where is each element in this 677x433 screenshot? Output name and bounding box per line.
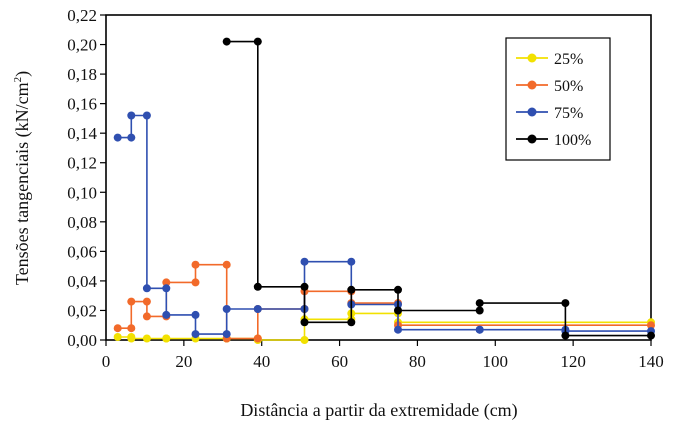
y-tick-label: 0,06: [67, 242, 97, 261]
x-tick-label: 20: [175, 352, 192, 371]
data-point: [191, 310, 200, 319]
y-tick-label: 0,12: [67, 154, 97, 173]
data-point: [253, 305, 262, 313]
series-75pct: [113, 111, 655, 339]
x-axis-title: Distância a partir da extremidade (cm): [240, 400, 517, 421]
x-tick-label: 140: [638, 352, 664, 371]
data-point: [127, 297, 136, 306]
legend-label: 25%: [554, 51, 583, 68]
data-point: [475, 299, 484, 308]
data-point: [142, 312, 151, 321]
data-point: [394, 325, 402, 334]
data-point: [394, 306, 402, 315]
data-point: [300, 336, 309, 344]
x-tick-label: 100: [483, 352, 509, 371]
data-point: [475, 306, 484, 315]
data-point: [222, 260, 231, 269]
y-axis-title-tail: ): [12, 71, 33, 77]
x-tick-label: 40: [253, 352, 270, 371]
data-point: [253, 334, 262, 343]
data-point: [347, 285, 356, 294]
data-point: [162, 284, 171, 293]
legend-label: 100%: [554, 132, 591, 149]
legend-swatch-marker: [527, 134, 537, 144]
data-point: [162, 278, 171, 287]
data-point: [113, 133, 122, 142]
x-tick-label: 0: [102, 352, 111, 371]
y-tick-label: 0,02: [67, 301, 97, 320]
data-point: [300, 318, 309, 327]
legend-swatch-marker: [527, 80, 537, 90]
data-point: [300, 257, 309, 266]
data-point: [253, 37, 262, 46]
x-tick-label: 120: [560, 352, 586, 371]
data-point: [127, 133, 136, 142]
data-point: [191, 278, 200, 287]
data-point: [162, 334, 171, 343]
data-point: [113, 324, 122, 333]
data-point: [127, 111, 136, 120]
data-point: [347, 257, 356, 266]
series-line: [226, 40, 651, 337]
y-axis-title-main: Tensões tangenciais (kN/cm: [12, 82, 33, 285]
data-point: [191, 330, 200, 339]
data-point: [222, 330, 231, 339]
y-axis-title-sup: 2: [12, 77, 24, 83]
data-point: [253, 282, 262, 291]
data-point: [142, 284, 151, 293]
data-point: [162, 310, 171, 319]
legend-swatch-marker: [527, 107, 537, 117]
data-point: [222, 37, 231, 46]
data-point: [394, 285, 402, 294]
series-line: [117, 114, 651, 335]
series-100pct: [222, 37, 655, 340]
plot-frame: [105, 14, 652, 341]
data-point: [127, 324, 136, 333]
data-point: [347, 318, 356, 327]
legend: 25% 50% 75% 100%: [505, 37, 611, 161]
data-point: [142, 334, 151, 343]
y-tick-label: 0,04: [67, 272, 97, 291]
y-tick-label: 0,20: [67, 36, 97, 55]
y-axis-title: Tensões tangenciais (kN/cm2): [12, 71, 33, 285]
data-point: [191, 260, 200, 269]
data-point: [647, 321, 655, 330]
y-tick-label: 0,22: [67, 6, 97, 25]
data-point: [142, 297, 151, 306]
data-point: [561, 299, 570, 308]
series-line: [117, 263, 651, 340]
y-tick-label: 0,14: [67, 124, 97, 143]
y-tick-label: 0,10: [67, 183, 97, 202]
data-point: [647, 331, 655, 340]
legend-label: 50%: [554, 78, 583, 95]
data-point: [475, 325, 484, 334]
x-tick-label: 80: [409, 352, 426, 371]
y-tick-label: 0,00: [67, 331, 97, 350]
data-point: [113, 333, 122, 341]
data-point: [142, 111, 151, 120]
data-point: [300, 282, 309, 291]
series-layer: [113, 37, 655, 344]
y-tick-label: 0,16: [67, 95, 97, 114]
axes: 0,00 0,02 0,04 0,06 0,08 0,10 0,12 0,14 0,16 0,18…: [67, 6, 664, 371]
data-point: [222, 305, 231, 313]
x-tick-label: 60: [331, 352, 348, 371]
y-tick-label: 0,18: [67, 65, 97, 84]
y-tick-label: 0,08: [67, 213, 97, 232]
legend-swatch-marker: [527, 53, 537, 63]
data-point: [561, 331, 570, 340]
data-point: [127, 334, 136, 343]
legend-label: 75%: [554, 105, 583, 122]
